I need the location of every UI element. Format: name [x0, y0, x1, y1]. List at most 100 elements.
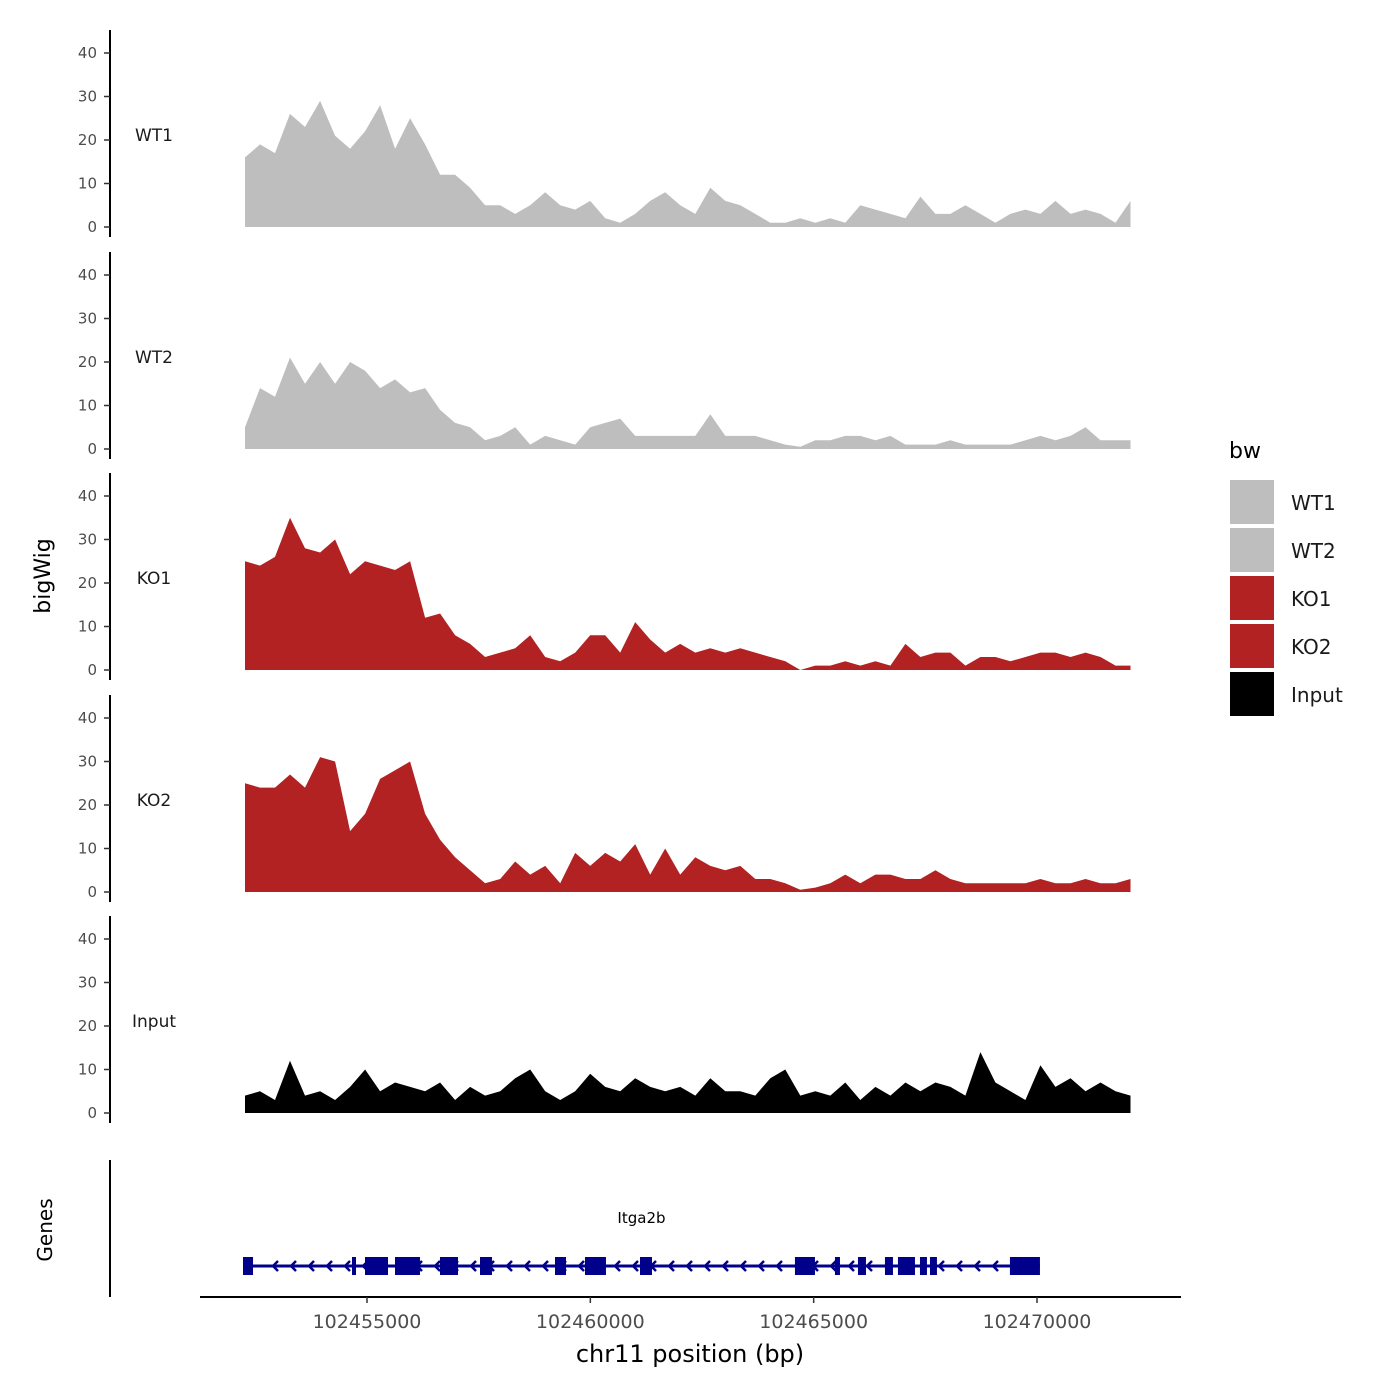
strand-arrow-icon	[289, 1260, 297, 1272]
exon	[395, 1257, 420, 1275]
y-tick-label: 0	[87, 883, 97, 901]
strand-arrow-icon	[505, 1260, 513, 1272]
track-label: KO2	[137, 791, 171, 811]
strand-arrow-icon	[721, 1260, 729, 1272]
strand-arrow-icon	[271, 1260, 279, 1272]
coverage-area-wt1	[245, 100, 1131, 227]
exon	[794, 1257, 815, 1275]
strand-arrow-icon	[757, 1260, 765, 1272]
y-tick-label: 20	[78, 353, 97, 371]
exon	[929, 1257, 937, 1275]
track-label: KO1	[137, 569, 171, 589]
strand-arrow-icon	[685, 1260, 693, 1272]
strand-arrow-icon	[847, 1260, 855, 1272]
y-tick-label: 30	[78, 310, 97, 328]
legend-label: WT1	[1291, 491, 1336, 515]
exon	[243, 1257, 254, 1275]
legend-label: Input	[1291, 683, 1343, 707]
x-tick-label: 102470000	[983, 1311, 1092, 1333]
coverage-area-ko2	[245, 757, 1131, 892]
y-tick-label: 0	[87, 440, 97, 458]
exon	[857, 1257, 866, 1275]
strand-arrow-icon	[973, 1260, 981, 1272]
strand-arrow-icon	[739, 1260, 747, 1272]
x-axis-title: chr11 position (bp)	[576, 1340, 804, 1368]
legend-key-input	[1230, 672, 1274, 716]
legend: bw WT1 WT2 KO1 KO2 Input	[1229, 439, 1343, 716]
legend-title: bw	[1229, 439, 1261, 464]
coverage-area-input	[245, 1052, 1131, 1113]
strand-arrow-icon	[937, 1260, 945, 1272]
x-tick-label: 102460000	[536, 1311, 645, 1333]
legend-label: KO1	[1291, 587, 1332, 611]
strand-arrow-icon	[433, 1260, 441, 1272]
strand-arrow-icon	[667, 1260, 675, 1272]
legend-label: WT2	[1291, 539, 1336, 563]
strand-arrow-icon	[703, 1260, 711, 1272]
exon	[555, 1257, 566, 1275]
strand-arrow-icon	[631, 1260, 639, 1272]
strand-arrow-icon	[325, 1260, 333, 1272]
strand-arrow-icon	[577, 1260, 585, 1272]
track-panel-wt2: 0 10 20 30 40 WT2	[78, 252, 1131, 459]
track-panel-input: 0 10 20 30 40 Input	[78, 916, 1131, 1123]
strand-arrow-icon	[469, 1260, 477, 1272]
x-axis: chr11 position (bp) 102455000 102460000 10…	[200, 1296, 1181, 1368]
track-panel-ko1: 0 10 20 30 40 KO1	[78, 473, 1131, 680]
y-tick-label: 20	[78, 574, 97, 592]
track-label: WT1	[135, 126, 173, 146]
y-tick-label: 10	[78, 1061, 97, 1079]
y-tick-label: 30	[78, 531, 97, 549]
exon	[640, 1257, 652, 1275]
legend-label: KO2	[1291, 635, 1332, 659]
exon	[351, 1257, 357, 1275]
strand-arrow-icon	[955, 1260, 963, 1272]
strand-arrow-icon	[307, 1260, 315, 1272]
track-label: WT2	[135, 348, 173, 368]
y-tick-label: 10	[78, 618, 97, 636]
exon	[919, 1257, 927, 1275]
track-panel-ko2: 0 10 20 30 40 KO2	[78, 695, 1131, 902]
y-tick-label: 40	[78, 266, 97, 284]
strand-arrow-icon	[523, 1260, 531, 1272]
strand-arrow-icon	[541, 1260, 549, 1272]
y-tick-label: 40	[78, 930, 97, 948]
genes-panel: Genes Itga2b	[33, 1160, 1040, 1297]
y-tick-label: 30	[78, 753, 97, 771]
strand-arrow-icon	[613, 1260, 621, 1272]
exon	[584, 1257, 606, 1275]
exon	[897, 1257, 915, 1275]
legend-key-wt2	[1230, 528, 1274, 572]
y-tick-label: 20	[78, 131, 97, 149]
legend-key-ko1	[1230, 576, 1274, 620]
exon	[1009, 1257, 1040, 1275]
exon	[480, 1257, 492, 1275]
y-tick-label: 30	[78, 974, 97, 992]
y-tick-label: 0	[87, 218, 97, 236]
exon	[884, 1257, 893, 1275]
x-tick-label: 102455000	[313, 1311, 422, 1333]
coverage-area-ko1	[245, 517, 1131, 670]
y-tick-label: 0	[87, 1104, 97, 1122]
exon	[364, 1257, 388, 1275]
y-tick-label: 40	[78, 487, 97, 505]
exon	[834, 1257, 840, 1275]
coverage-area-wt2	[245, 357, 1131, 449]
exon	[439, 1257, 458, 1275]
y-tick-label: 20	[78, 1017, 97, 1035]
y-tick-label: 40	[78, 709, 97, 727]
genes-axis-label: Genes	[33, 1198, 57, 1261]
y-tick-label: 10	[78, 175, 97, 193]
strand-arrow-icon	[991, 1260, 999, 1272]
strand-arrow-icon	[865, 1260, 873, 1272]
y-tick-label: 30	[78, 88, 97, 106]
legend-key-ko2	[1230, 624, 1274, 668]
track-label: Input	[132, 1012, 176, 1032]
strand-arrow-icon	[829, 1260, 837, 1272]
x-tick-label: 102465000	[759, 1311, 868, 1333]
y-tick-label: 10	[78, 397, 97, 415]
y-tick-label: 0	[87, 661, 97, 679]
strand-arrow-icon	[343, 1260, 351, 1272]
y-axis-title: bigWig	[31, 538, 56, 613]
